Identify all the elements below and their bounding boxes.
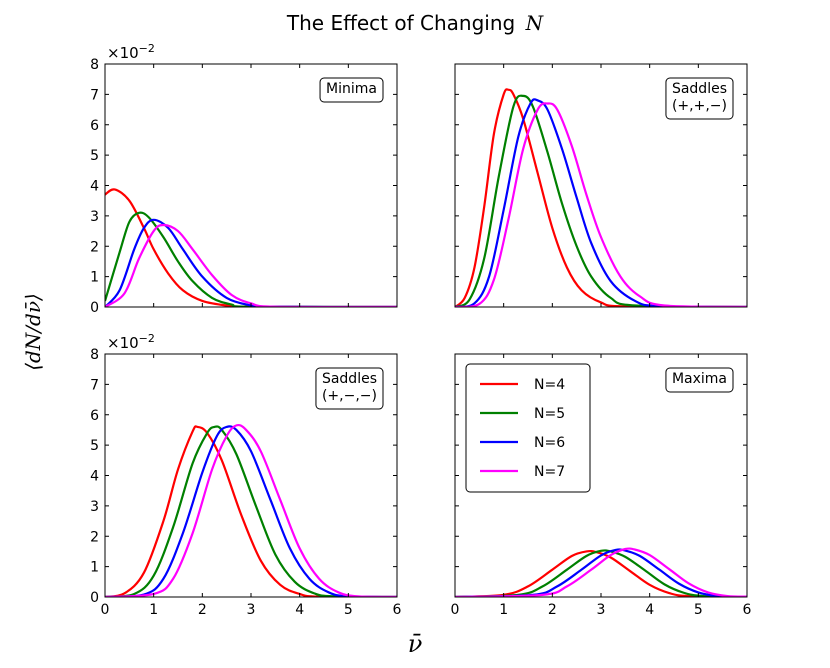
y-tick-label: 6 [90, 118, 99, 134]
y-axis-label: ⟨dN/dν̄⟩ [21, 293, 45, 371]
y-tick-label: 6 [90, 408, 99, 424]
series-line-n6-top-right [455, 98, 747, 307]
x-tick-label: 3 [247, 602, 256, 618]
legend-box [465, 363, 591, 493]
legend-label-n5: N=5 [534, 406, 565, 422]
y-tick-label: 1 [90, 560, 99, 576]
y-tick-label: 5 [90, 148, 99, 164]
y-tick-label: 2 [90, 239, 99, 255]
panel-label-bottom-right: Maxima [665, 367, 734, 393]
panel-top-right: Saddles(+,+,−) [454, 63, 748, 308]
panel-label-line: (+,+,−) [672, 98, 727, 114]
series-line-n7-top-right [455, 102, 747, 307]
y-tick-label: 0 [90, 590, 99, 606]
series-line-n7-top-left [105, 223, 397, 307]
panel-label-top-left: Minima [319, 77, 384, 103]
legend-label-n7: N=7 [534, 464, 565, 480]
legend: N=4 N=5 N=6 N=7 [465, 363, 591, 493]
x-tick-label: 6 [743, 602, 752, 618]
panel-label-line: Minima [326, 81, 377, 97]
panel-label-top-right: Saddles(+,+,−) [665, 77, 734, 120]
series-line-n6-bottom-right [455, 548, 747, 597]
panel-label-box [665, 77, 734, 120]
y-tick-label: 3 [90, 209, 99, 225]
y-exponent-label: ×10−2 [107, 42, 155, 62]
panel-label-line: Saddles [322, 371, 377, 387]
panel-label-line: Saddles [672, 81, 727, 97]
x-tick-label: 4 [645, 602, 654, 618]
series-line-n5-top-right [455, 94, 747, 307]
y-tick-label: 7 [90, 87, 99, 103]
legend-label-n6: N=6 [534, 435, 565, 451]
y-tick-label: 8 [90, 57, 99, 73]
y-tick-label: 8 [90, 347, 99, 363]
y-tick-label: 3 [90, 499, 99, 515]
panel-bottom-right: 0 1 2 3 4 5 6 Maxima [451, 353, 752, 618]
y-exponent-label: ×10−2 [107, 332, 155, 352]
y-tick-label: 2 [90, 529, 99, 545]
x-tick-label: 0 [101, 602, 110, 618]
panel-label-line: Maxima [672, 371, 727, 387]
x-tick-label: 0 [451, 602, 460, 618]
x-tick-label: 2 [198, 602, 207, 618]
panel-label-bottom-left: Saddles(+,−,−) [315, 367, 384, 410]
x-tick-label: 6 [393, 602, 402, 618]
panel-top-left: 0 1 2 3 4 5 6 7 8 ×10−2 Minima [90, 42, 398, 316]
y-tick-label: 1 [90, 270, 99, 286]
x-axis-label: ν̄ [408, 630, 423, 658]
y-tick-label: 7 [90, 377, 99, 393]
panel-label-box [315, 367, 384, 410]
series-line-n6-bottom-left [105, 425, 397, 597]
series-line-n6-top-left [105, 218, 397, 307]
panel-label-box [665, 367, 734, 393]
series-line-n4-top-right [455, 88, 747, 307]
y-tick-label: 4 [90, 469, 99, 485]
x-tick-label: 1 [499, 602, 508, 618]
y-tick-label: 5 [90, 438, 99, 454]
panel-bottom-left: 0 1 2 3 4 5 6 0 1 2 3 4 5 6 7 8 ×10−2 Saddles(+,−,−) [90, 332, 401, 618]
x-tick-label: 3 [597, 602, 606, 618]
x-tick-label: 5 [344, 602, 353, 618]
series-line-n5-top-left [105, 211, 397, 307]
legend-label-n4: N=4 [534, 377, 565, 393]
series-line-n7-bottom-right [455, 547, 747, 597]
figure-title-variable: N [525, 11, 545, 35]
y-tick-label: 4 [90, 179, 99, 195]
series-line-n4-top-left [105, 188, 397, 307]
y-tick-label: 0 [90, 300, 99, 316]
figure-title: The Effect of Changing N [286, 11, 545, 35]
series-line-n7-bottom-left [105, 423, 397, 597]
x-tick-label: 1 [149, 602, 158, 618]
x-tick-label: 2 [548, 602, 557, 618]
panel-label-line: (+,−,−) [322, 388, 377, 404]
x-tick-label: 5 [694, 602, 703, 618]
panel-label-box [319, 77, 384, 103]
x-tick-label: 4 [295, 602, 304, 618]
